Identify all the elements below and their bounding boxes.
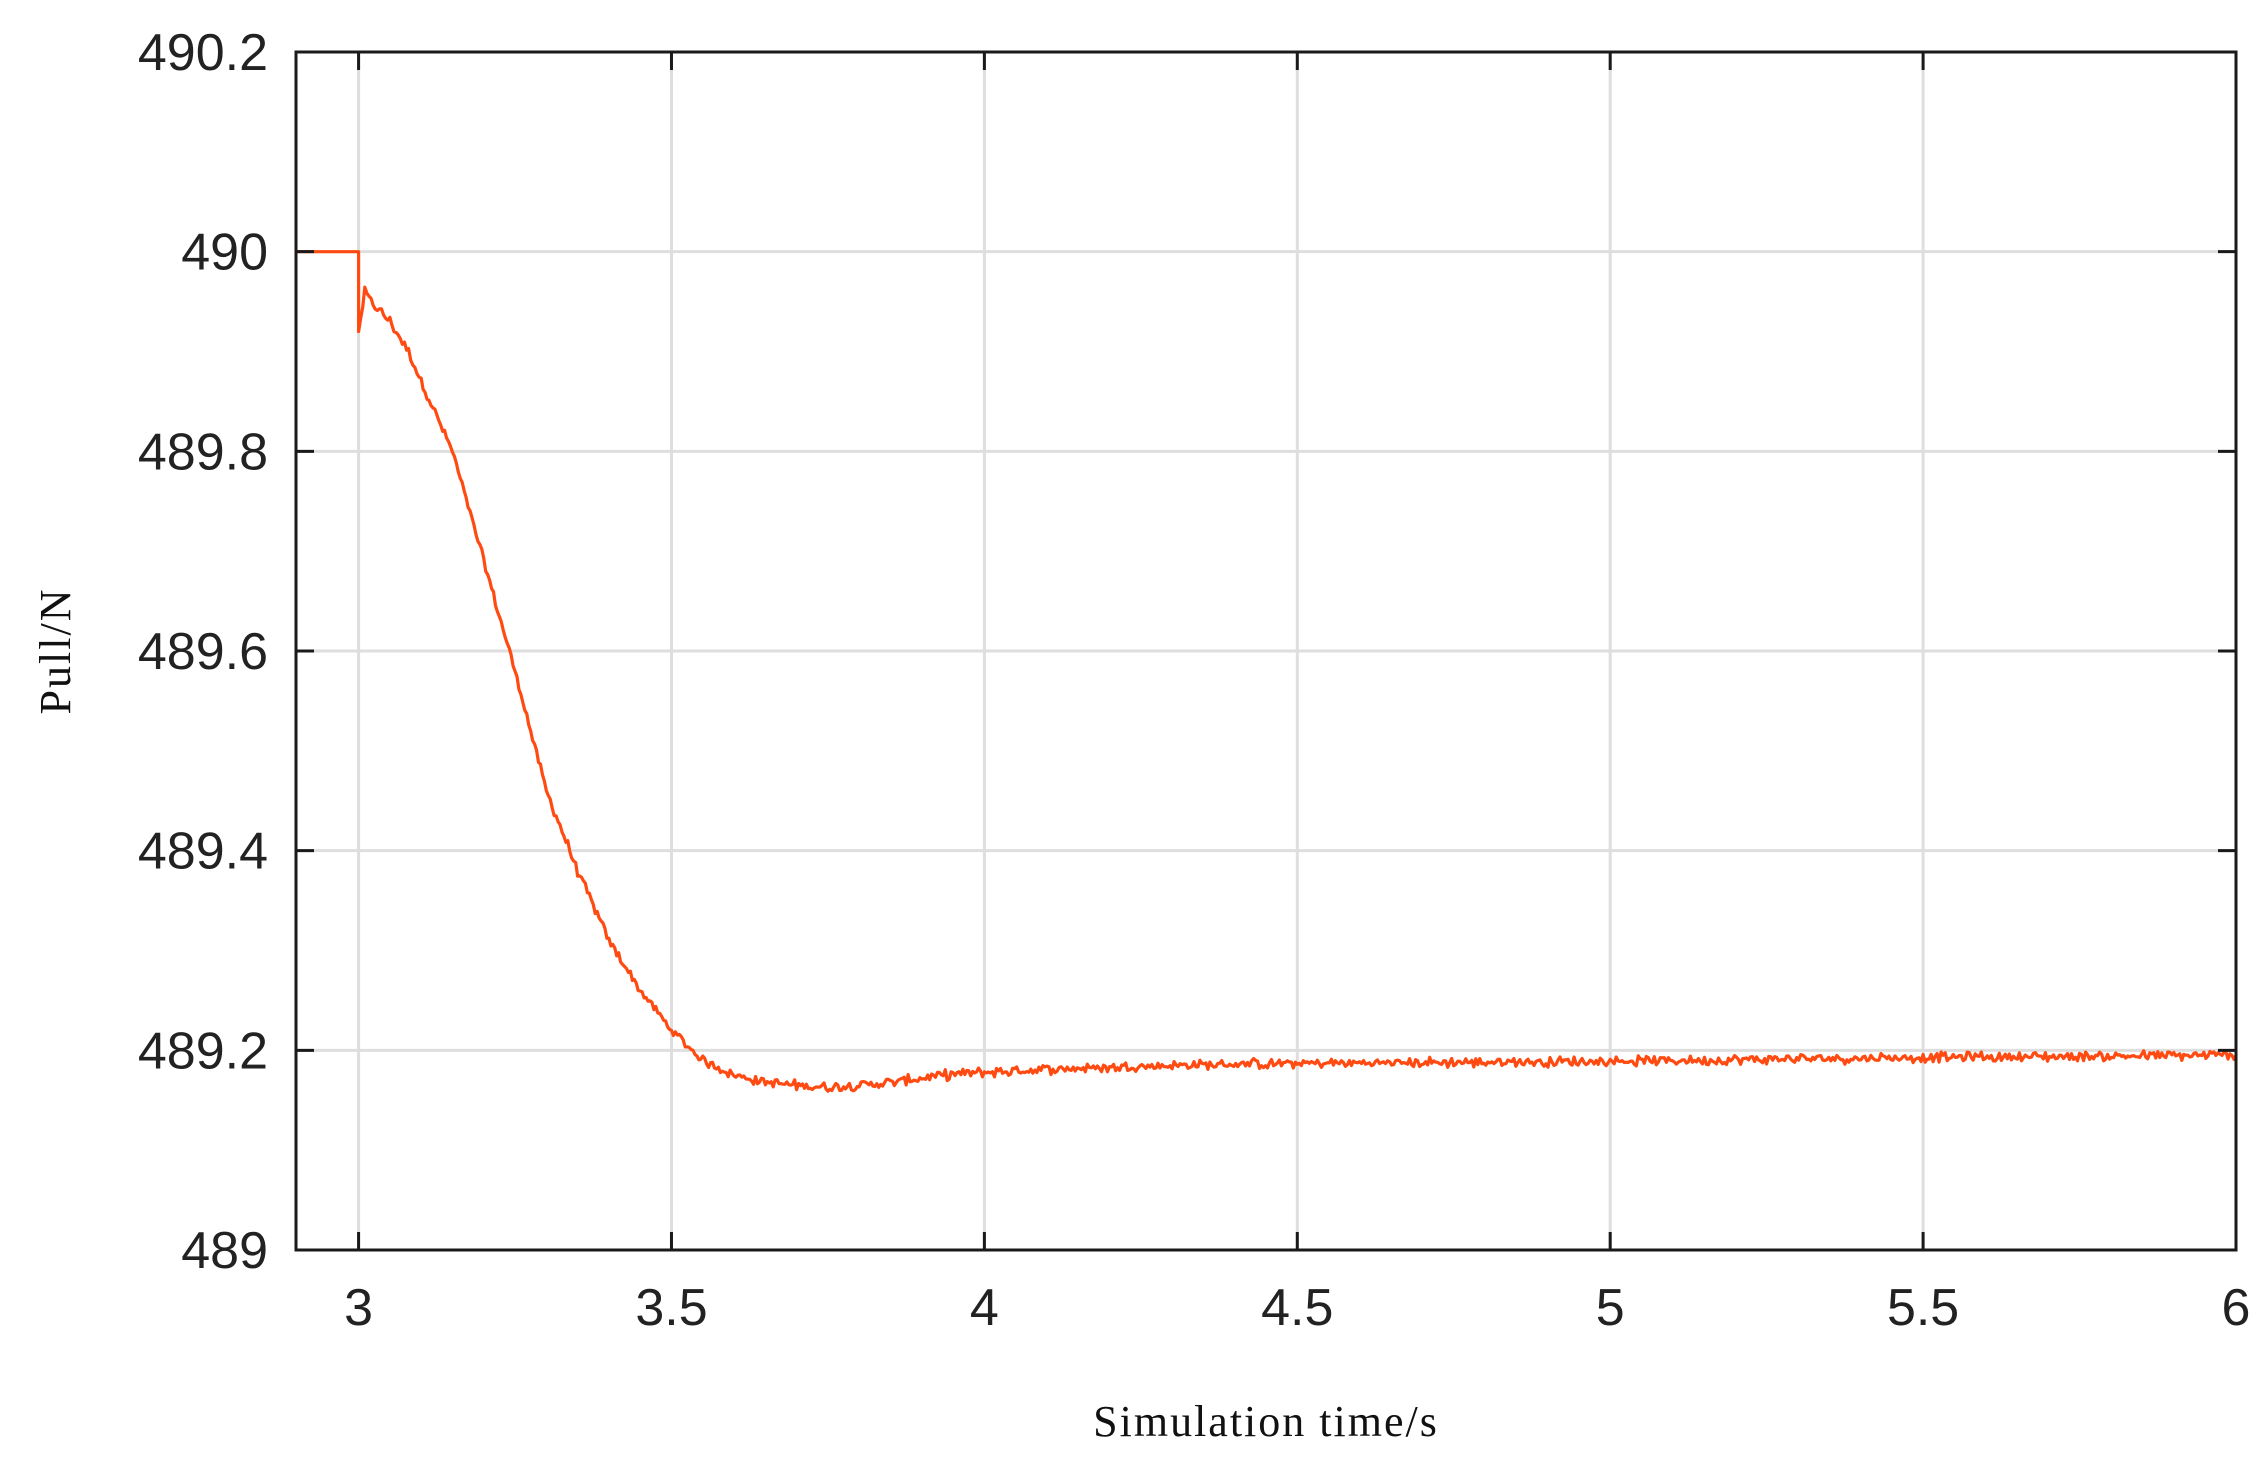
- series-layer: [296, 250, 2238, 1093]
- x-tick-label: 4: [970, 1279, 999, 1337]
- y-tick-labels: 489 489.2 489.4 489.6 489.8 490 490.2: [138, 24, 268, 1280]
- x-tick-label: 3.5: [635, 1279, 707, 1337]
- y-tick-label: 490.2: [138, 24, 268, 82]
- y-tick-label: 489.6: [138, 623, 268, 681]
- x-tick-label: 6: [2222, 1279, 2251, 1337]
- y-tick-label: 489: [181, 1222, 268, 1280]
- x-tick-label: 3: [344, 1279, 373, 1337]
- y-tick-label: 489.2: [138, 1022, 268, 1080]
- x-axis-title: Simulation time/s: [1093, 1397, 1439, 1446]
- x-tick-label: 5.5: [1887, 1279, 1959, 1337]
- x-tick-label: 5: [1596, 1279, 1625, 1337]
- y-tick-label: 489.4: [138, 823, 268, 881]
- x-tick-labels: 3 3.5 4 4.5 5 5.5 6: [344, 1279, 2250, 1337]
- grid: [296, 52, 2236, 1250]
- ticks: [296, 50, 2238, 1252]
- series-line-0: [296, 250, 2238, 1093]
- y-axis-title: Pull/N: [31, 588, 80, 715]
- x-tick-label: 4.5: [1261, 1279, 1333, 1337]
- y-tick-label: 489.8: [138, 423, 268, 481]
- y-tick-label: 490: [181, 224, 268, 282]
